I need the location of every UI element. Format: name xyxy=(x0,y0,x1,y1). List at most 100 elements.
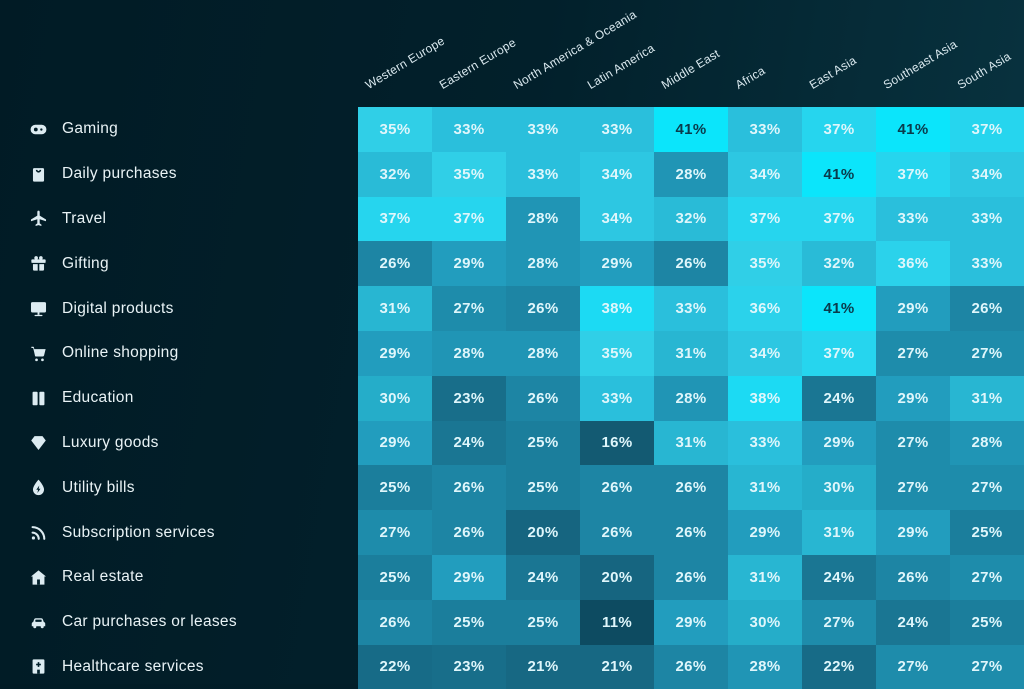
heatmap-cell: 25% xyxy=(358,465,432,511)
heatmap-cell: 32% xyxy=(802,241,876,287)
heatmap-cell: 29% xyxy=(432,241,506,287)
heatmap-row: Education 30% 23% 26% 33% 28% 38% 24% 29% 31% xyxy=(0,375,1024,421)
heatmap-cell: 33% xyxy=(728,107,802,152)
heatmap-cell: 33% xyxy=(506,107,580,152)
row-label: Gaming xyxy=(0,107,358,152)
heatmap-cell: 35% xyxy=(358,107,432,152)
row-label-text: Real estate xyxy=(62,568,144,586)
row-label: Car purchases or leases xyxy=(0,600,358,645)
heatmap-cell: 26% xyxy=(950,286,1024,331)
row-label-text: Car purchases or leases xyxy=(62,613,237,631)
gem-icon xyxy=(29,433,48,452)
airplane-icon xyxy=(29,209,48,228)
heatmap-cell: 37% xyxy=(358,196,432,242)
heatmap-cell: 29% xyxy=(358,420,432,466)
heatmap-cell: 27% xyxy=(950,644,1024,689)
heatmap-cell: 33% xyxy=(580,375,654,421)
heatmap-cell: 23% xyxy=(432,375,506,421)
heatmap-cell: 33% xyxy=(728,420,802,466)
heatmap-cell: 34% xyxy=(950,151,1024,197)
heatmap-row: Car purchases or leases 26% 25% 25% 11% 29% 30… xyxy=(0,599,1024,645)
row-label-text: Digital products xyxy=(62,299,174,317)
heatmap-cell: 20% xyxy=(506,510,580,555)
heatmap-cell: 37% xyxy=(802,330,876,376)
heatmap-cell: 27% xyxy=(876,644,950,689)
heatmap-cell: 29% xyxy=(876,286,950,331)
heatmap-cell: 34% xyxy=(580,196,654,242)
column-header: East Asia xyxy=(806,53,859,92)
heatmap-row: Gaming 35% 33% 33% 33% 41% 33% 37% 41% 37% xyxy=(0,107,1024,152)
heatmap-row: Healthcare services 22% 23% 21% 21% 26% 28% 22%… xyxy=(0,644,1024,689)
heatmap-row: Online shopping 29% 28% 28% 35% 31% 34% 37% 27% 2… xyxy=(0,330,1024,376)
row-label-text: Daily purchases xyxy=(62,165,177,183)
heatmap-cell: 35% xyxy=(432,151,506,197)
heatmap-cell: 29% xyxy=(654,599,728,645)
heatmap-cell: 27% xyxy=(950,554,1024,600)
heatmap-row: Digital products 31% 27% 26% 38% 33% 36% 41% 29%… xyxy=(0,286,1024,331)
row-label: Education xyxy=(0,376,358,421)
row-label: Utility bills xyxy=(0,465,358,510)
heatmap-cell: 37% xyxy=(802,107,876,152)
row-label-text: Online shopping xyxy=(62,344,179,362)
heatmap-cell: 11% xyxy=(580,599,654,645)
heatmap-cell: 25% xyxy=(358,554,432,600)
heatmap-cell: 37% xyxy=(432,196,506,242)
heatmap-cell: 28% xyxy=(432,330,506,376)
row-label-text: Gaming xyxy=(62,120,119,138)
row-label-text: Education xyxy=(62,389,134,407)
heatmap-cell: 27% xyxy=(432,286,506,331)
row-label: Subscription services xyxy=(0,510,358,555)
gift-icon xyxy=(29,254,48,273)
cart-icon xyxy=(29,344,48,363)
row-label-text: Utility bills xyxy=(62,478,135,496)
column-header: Africa xyxy=(732,63,768,92)
heatmap-cell: 24% xyxy=(506,554,580,600)
heatmap-cell: 27% xyxy=(950,330,1024,376)
row-label: Daily purchases xyxy=(0,152,358,197)
heatmap-cell: 36% xyxy=(876,241,950,287)
heatmap-cell: 26% xyxy=(432,510,506,555)
house-icon xyxy=(29,568,48,587)
heatmap-cell: 22% xyxy=(802,644,876,689)
heatmap-cell: 27% xyxy=(802,599,876,645)
heatmap-cell: 34% xyxy=(580,151,654,197)
heatmap-cell: 25% xyxy=(506,465,580,511)
book-icon xyxy=(29,389,48,408)
heatmap-cell: 23% xyxy=(432,644,506,689)
monitor-icon xyxy=(29,299,48,318)
heatmap-cell: 25% xyxy=(506,599,580,645)
heatmap-cell: 29% xyxy=(432,554,506,600)
heatmap-cell: 29% xyxy=(580,241,654,287)
column-header: Middle East xyxy=(658,46,723,92)
heatmap-cell: 26% xyxy=(506,375,580,421)
heatmap-cell: 29% xyxy=(358,330,432,376)
heatmap-cell: 28% xyxy=(506,241,580,287)
heatmap-cell: 38% xyxy=(728,375,802,421)
heatmap-cell: 34% xyxy=(728,151,802,197)
heatmap-cell: 24% xyxy=(432,420,506,466)
gamepad-icon xyxy=(29,120,48,139)
heatmap-row: Gifting 26% 29% 28% 29% 26% 35% 32% 36% 33% xyxy=(0,241,1024,287)
heatmap-cell: 32% xyxy=(654,196,728,242)
heatmap-row: Utility bills 25% 26% 25% 26% 26% 31% 30% 27% 27% xyxy=(0,465,1024,511)
heatmap-cell: 28% xyxy=(728,644,802,689)
heatmap-cell: 26% xyxy=(654,465,728,511)
heatmap-cell: 26% xyxy=(876,554,950,600)
rss-icon xyxy=(29,523,48,542)
heatmap-cell: 41% xyxy=(654,107,728,152)
heatmap-cell: 27% xyxy=(876,465,950,511)
heatmap-cell: 26% xyxy=(654,241,728,287)
heatmap-cell: 33% xyxy=(950,196,1024,242)
heatmap-cell: 28% xyxy=(654,151,728,197)
heatmap-cell: 29% xyxy=(876,375,950,421)
hospital-icon xyxy=(29,657,48,676)
heatmap-cell: 28% xyxy=(654,375,728,421)
heatmap-cell: 24% xyxy=(876,599,950,645)
heatmap-cell: 21% xyxy=(506,644,580,689)
heatmap-cell: 26% xyxy=(580,510,654,555)
heatmap-grid: Gaming 35% 33% 33% 33% 41% 33% 37% 41% 37% Daily p… xyxy=(0,107,1024,689)
row-label: Travel xyxy=(0,197,358,242)
heatmap-cell: 28% xyxy=(950,420,1024,466)
heatmap-cell: 16% xyxy=(580,420,654,466)
heatmap-cell: 37% xyxy=(728,196,802,242)
